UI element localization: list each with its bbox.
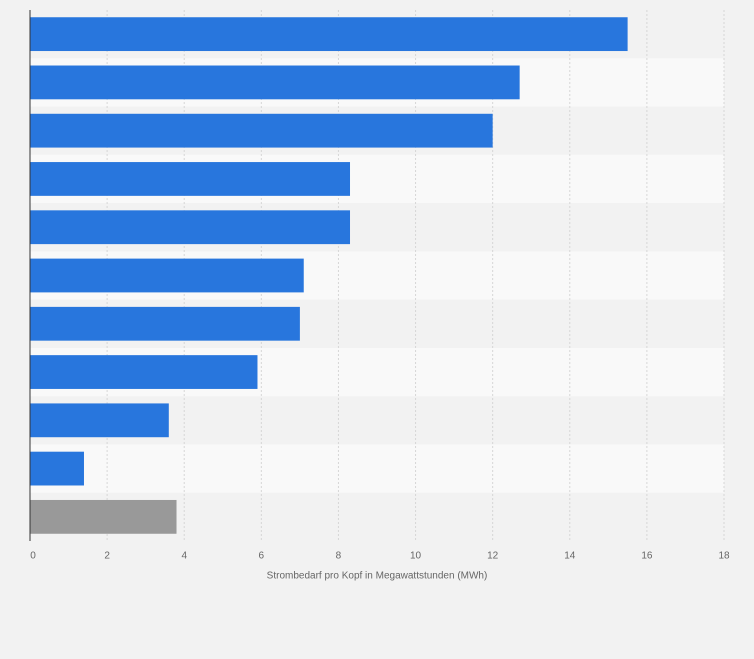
bar <box>30 17 628 52</box>
x-tick-label: 2 <box>104 551 110 562</box>
bar <box>30 306 300 341</box>
bar <box>30 113 493 148</box>
x-tick-label: 12 <box>487 551 499 562</box>
x-tick-label: 6 <box>259 551 265 562</box>
x-tick-label: 18 <box>718 551 730 562</box>
bar <box>30 499 177 534</box>
x-tick-label: 14 <box>564 551 576 562</box>
row-stripe <box>30 444 724 493</box>
bar <box>30 210 351 245</box>
bar <box>30 403 169 438</box>
bar <box>30 451 84 486</box>
bar <box>30 65 520 100</box>
bar <box>30 355 258 389</box>
x-tick-label: 8 <box>336 551 342 562</box>
bar <box>30 258 304 293</box>
x-tick-label: 4 <box>181 551 187 562</box>
bar <box>30 162 351 196</box>
x-tick-label: 10 <box>410 551 422 562</box>
x-tick-label: 0 <box>30 551 36 562</box>
x-axis-label: Strombedarf pro Kopf in Megawattstunden … <box>267 571 488 582</box>
x-tick-label: 16 <box>641 551 653 562</box>
